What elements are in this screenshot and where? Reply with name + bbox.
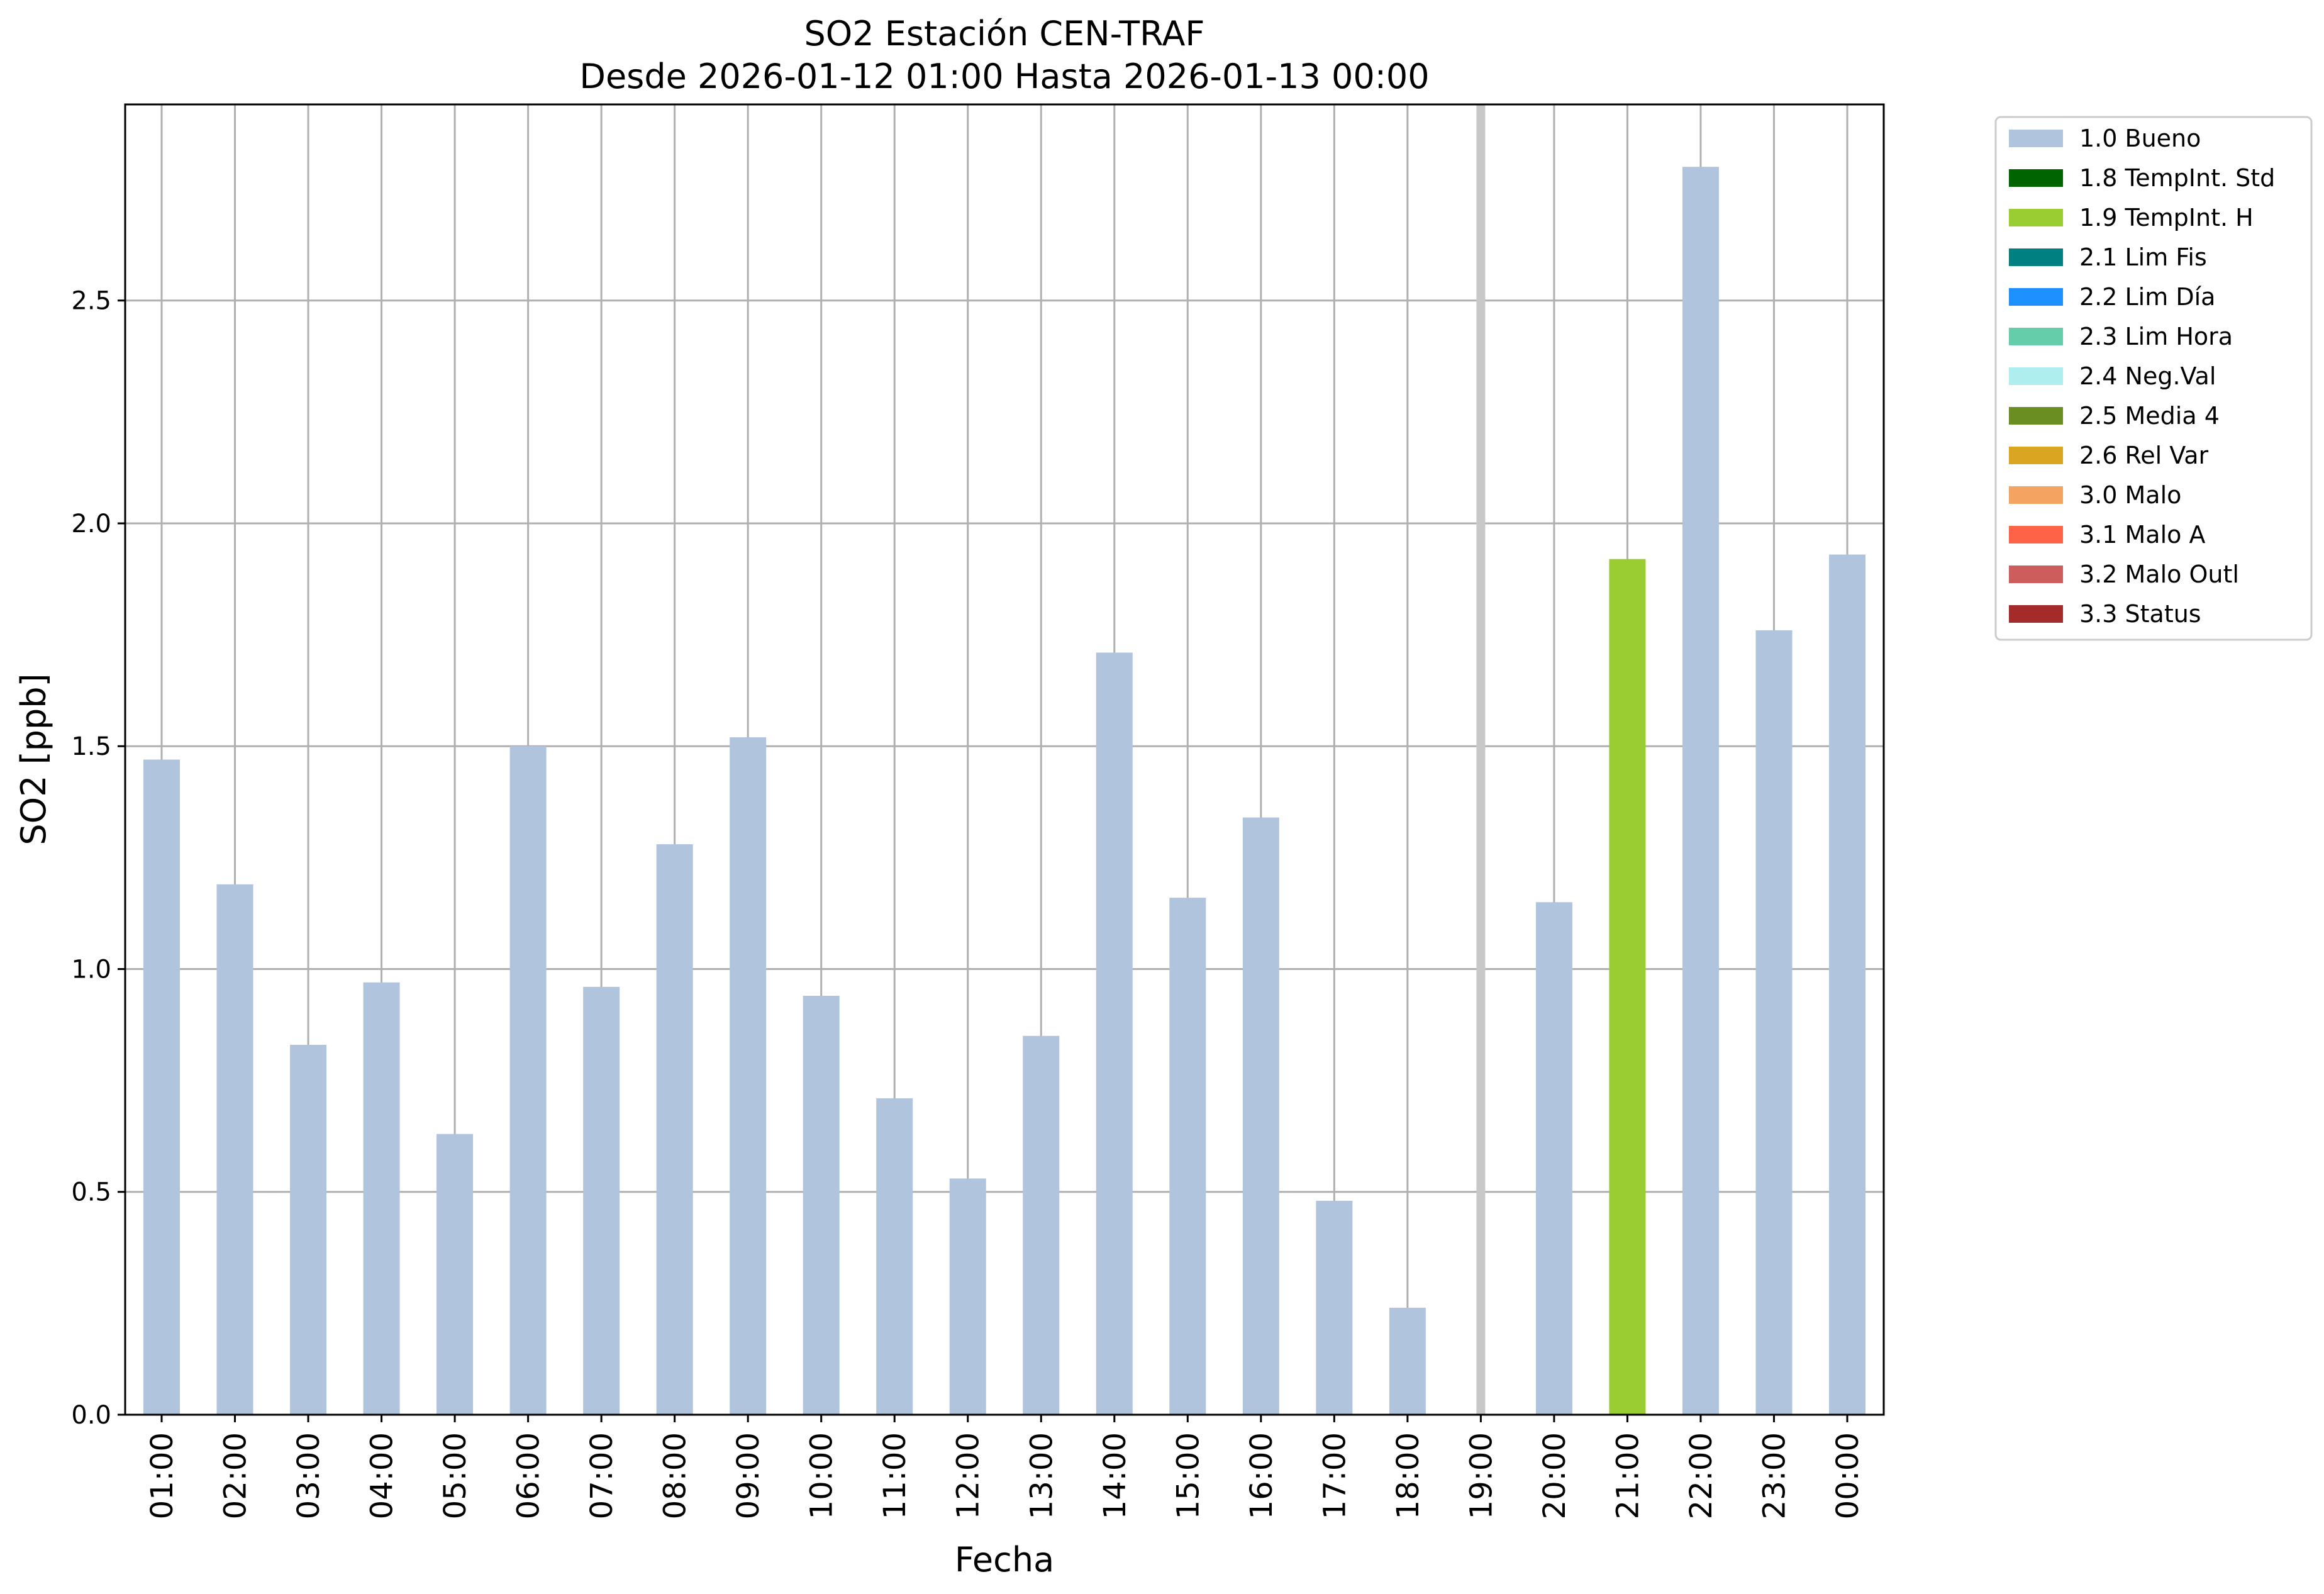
- legend-label: 2.1 Lim Fis: [2079, 243, 2207, 271]
- bar-1100: [876, 1098, 913, 1415]
- legend-swatch: [2009, 367, 2063, 385]
- legend-swatch: [2009, 328, 2063, 345]
- legend-swatch: [2009, 288, 2063, 306]
- legend-swatch: [2009, 407, 2063, 425]
- x-tick-label: 06:00: [511, 1432, 547, 1519]
- x-tick-label: 10:00: [804, 1432, 840, 1519]
- bar-0000: [1829, 554, 1865, 1415]
- legend-label: 2.2 Lim Día: [2079, 283, 2215, 311]
- bar-1300: [1023, 1035, 1060, 1415]
- legend-label: 3.0 Malo: [2079, 481, 2181, 509]
- legend-label: 1.0 Bueno: [2079, 125, 2201, 152]
- y-tick-label: 1.5: [71, 732, 111, 761]
- legend-label: 2.3 Lim Hora: [2079, 323, 2233, 350]
- legend-swatch: [2009, 209, 2063, 226]
- y-tick-label: 0.0: [71, 1401, 111, 1430]
- x-tick-label: 20:00: [1537, 1432, 1572, 1519]
- x-tick-label: 03:00: [291, 1432, 326, 1519]
- y-axis-label: SO2 [ppb]: [14, 673, 53, 845]
- bar-0800: [656, 844, 693, 1415]
- legend-label: 2.4 Neg.Val: [2079, 362, 2216, 390]
- bar-2300: [1755, 630, 1793, 1415]
- chart-subtitle: Desde 2026-01-12 01:00 Hasta 2026-01-13 …: [579, 57, 1429, 96]
- x-tick-label: 21:00: [1610, 1432, 1645, 1519]
- bar-1400: [1096, 652, 1133, 1415]
- x-tick-label: 17:00: [1317, 1432, 1352, 1519]
- x-tick-label: 19:00: [1464, 1432, 1499, 1519]
- x-tick-label: 13:00: [1024, 1432, 1059, 1519]
- bar-2100: [1609, 559, 1646, 1415]
- legend-swatch: [2009, 169, 2063, 187]
- legend-label: 2.6 Rel Var: [2079, 442, 2209, 469]
- legend-swatch: [2009, 566, 2063, 583]
- x-tick-label: 07:00: [584, 1432, 620, 1519]
- legend-swatch: [2009, 447, 2063, 464]
- legend-label: 3.2 Malo Outl: [2079, 560, 2239, 588]
- bar-0900: [730, 737, 767, 1415]
- x-tick-label: 12:00: [951, 1432, 986, 1519]
- bar-1800: [1389, 1307, 1426, 1415]
- x-tick-label: 11:00: [877, 1432, 913, 1519]
- bar-1500: [1169, 898, 1206, 1415]
- bar-0200: [216, 884, 253, 1415]
- x-tick-label: 16:00: [1244, 1432, 1279, 1519]
- bar-0400: [363, 982, 400, 1415]
- x-tick-label: 18:00: [1391, 1432, 1426, 1519]
- legend-label: 2.5 Media 4: [2079, 402, 2220, 430]
- missing-data-marker: [1476, 104, 1486, 1415]
- y-tick-label: 2.0: [71, 510, 111, 538]
- bars: [143, 167, 1865, 1415]
- legend-label: 1.8 TempInt. Std: [2079, 164, 2275, 192]
- legend-label: 3.1 Malo A: [2079, 521, 2205, 549]
- legend-frame: [1994, 116, 2313, 641]
- x-tick-label: 00:00: [1830, 1432, 1865, 1519]
- x-tick-label: 02:00: [218, 1432, 253, 1519]
- legend-swatch: [2009, 248, 2063, 266]
- x-tick-label: 08:00: [658, 1432, 693, 1519]
- legend-swatch: [2009, 130, 2063, 147]
- legend-label: 1.9 TempInt. H: [2079, 204, 2254, 231]
- bar-1200: [949, 1178, 986, 1415]
- x-axis-label: Fecha: [955, 1540, 1054, 1580]
- x-axis-ticks: 01:00 02:00 03:00 04:00 05:00 06:00 07:00 08:00…: [145, 1415, 1865, 1519]
- chart-title: SO2 Estación CEN-TRAF: [804, 14, 1204, 53]
- plot-frame: [124, 103, 1885, 1416]
- x-tick-label: 04:00: [365, 1432, 400, 1519]
- x-tick-label: 14:00: [1098, 1432, 1133, 1519]
- legend-label: 3.3 Status: [2079, 600, 2201, 628]
- y-axis-ticks: 0.0 0.5 1.0 1.5 2.0 2.5: [71, 287, 125, 1430]
- bar-0600: [509, 746, 547, 1415]
- bar-2200: [1682, 167, 1719, 1415]
- bar-1700: [1316, 1200, 1353, 1415]
- x-tick-label: 09:00: [731, 1432, 766, 1519]
- bar-0100: [143, 759, 180, 1415]
- x-tick-label: 23:00: [1757, 1432, 1792, 1519]
- x-tick-label: 05:00: [438, 1432, 473, 1519]
- x-tick-label: 15:00: [1170, 1432, 1206, 1519]
- legend: 1.0 Bueno 1.8 TempInt. Std 1.9 TempInt. H 2…: [1994, 116, 2313, 641]
- bar-1600: [1242, 817, 1279, 1415]
- missing-data-band: [1476, 104, 1486, 1415]
- legend-swatch: [2009, 486, 2063, 504]
- bar-1000: [803, 996, 840, 1415]
- legend-swatch: [2009, 605, 2063, 623]
- y-tick-label: 1.0: [71, 955, 111, 984]
- x-tick-label: 01:00: [145, 1432, 180, 1519]
- y-tick-label: 0.5: [71, 1178, 111, 1207]
- x-tick-label: 22:00: [1684, 1432, 1719, 1519]
- bar-0300: [290, 1044, 327, 1415]
- y-tick-label: 2.5: [71, 287, 111, 316]
- bar-0700: [583, 986, 620, 1415]
- bar-0500: [436, 1134, 474, 1415]
- bar-2000: [1535, 902, 1572, 1415]
- legend-swatch: [2009, 526, 2063, 543]
